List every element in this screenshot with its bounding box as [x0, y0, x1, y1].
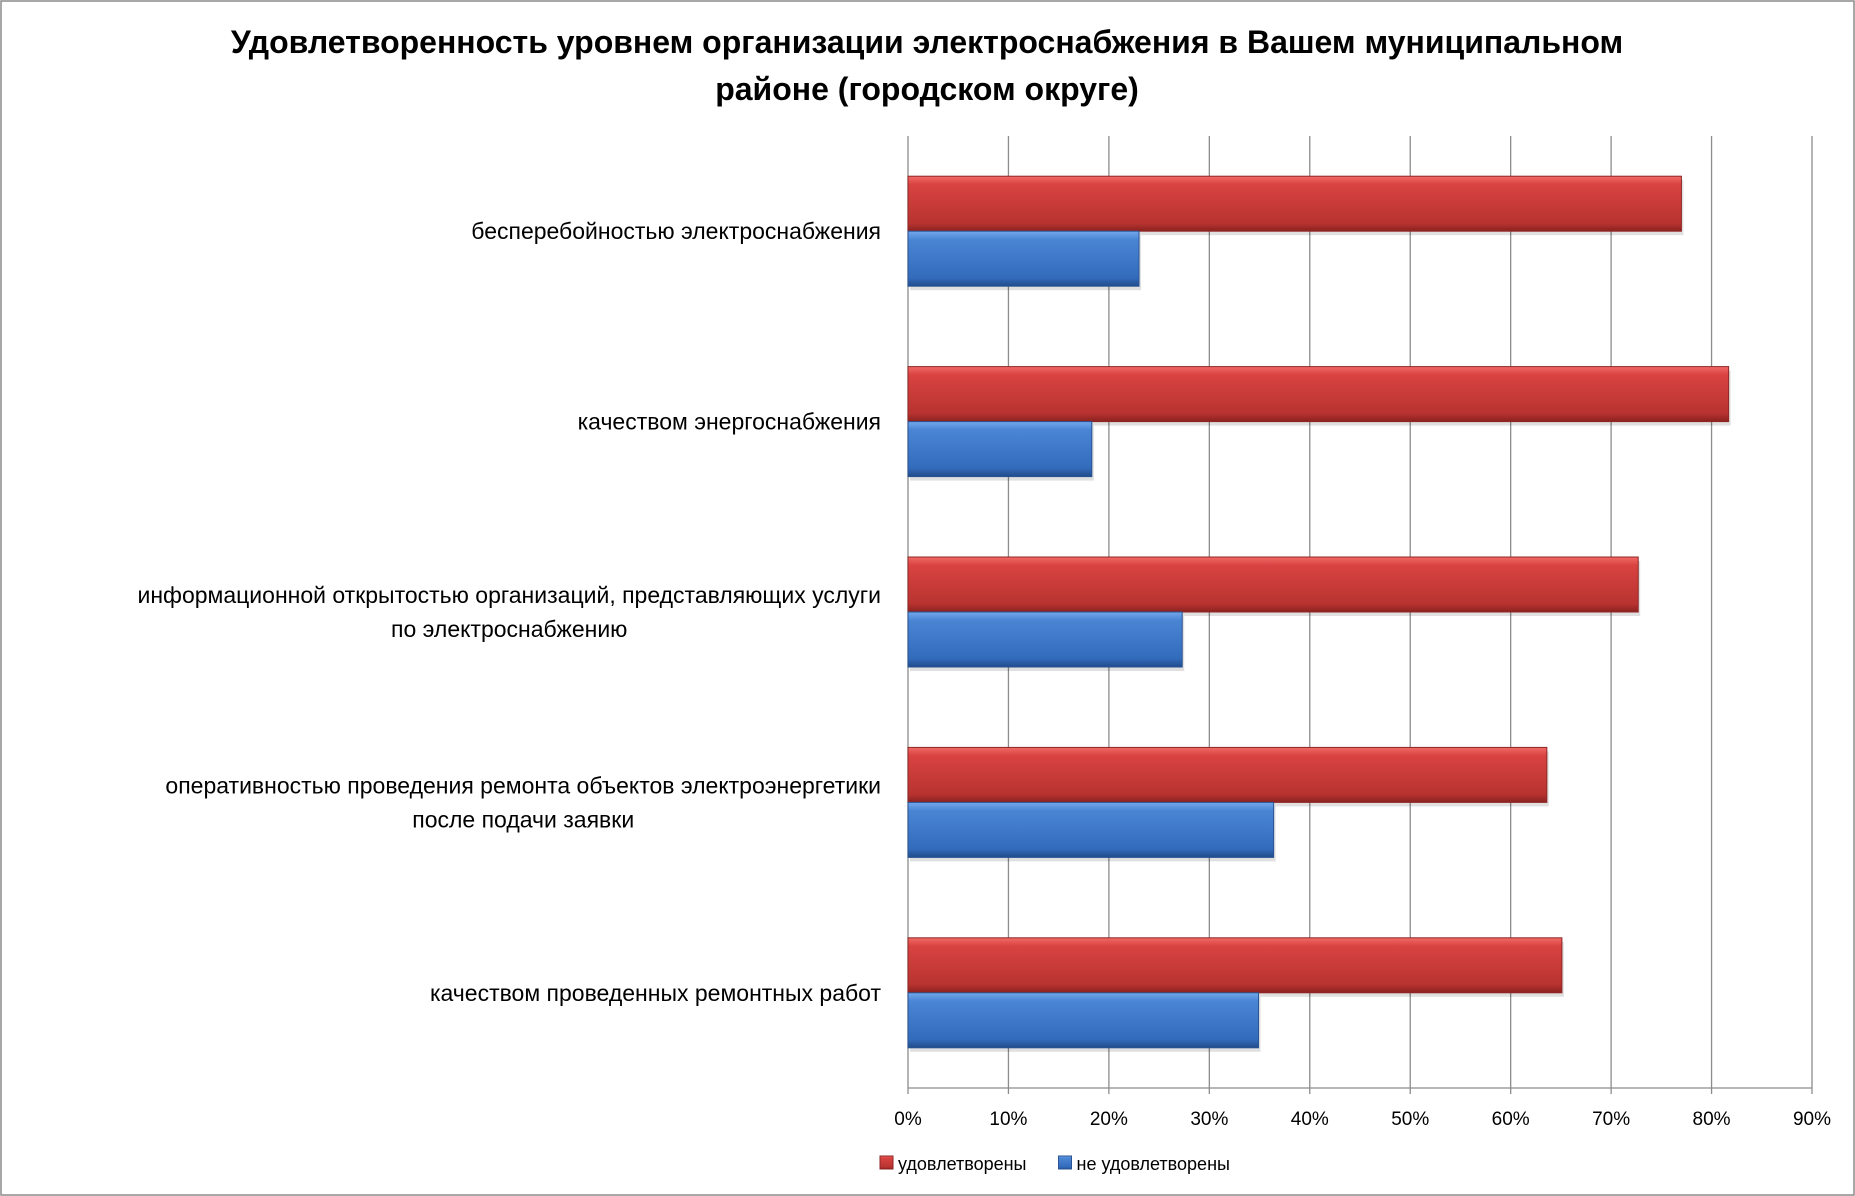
category-label: оперативностью проведения ремонта объект… [165, 772, 881, 798]
legend: удовлетворены не удовлетворены [879, 1154, 1230, 1174]
x-tick-label: 20% [1090, 1109, 1128, 1130]
x-tick-label: 70% [1592, 1109, 1630, 1130]
category-label: информационной открытостью организаций, … [137, 582, 881, 608]
x-tick-label: 50% [1391, 1109, 1429, 1130]
x-tick-label: 80% [1693, 1109, 1731, 1130]
category-label: по электроснабжению [391, 616, 627, 642]
legend-label: не удовлетворены [1077, 1154, 1230, 1174]
bar-satisfied [907, 175, 1682, 232]
chart-title-line-2: районе (городском округе) [715, 71, 1139, 107]
legend-swatch-not-satisfied [1058, 1155, 1072, 1170]
bar-not-satisfied [907, 801, 1275, 858]
x-tick-label: 30% [1190, 1109, 1228, 1130]
category-label: качеством энергоснабжения [578, 409, 881, 435]
bar-satisfied [907, 937, 1563, 994]
bar-not-satisfied [907, 611, 1183, 668]
category-label: качеством проведенных ремонтных работ [430, 980, 882, 1006]
bar-not-satisfied [907, 992, 1260, 1049]
bar-satisfied [907, 556, 1639, 613]
x-tick-label: 90% [1793, 1109, 1831, 1130]
legend-swatch-satisfied [879, 1155, 894, 1170]
bar-satisfied [907, 366, 1730, 423]
bar-satisfied [907, 746, 1548, 803]
x-tick-label: 60% [1492, 1109, 1530, 1130]
category-label: после подачи заявки [412, 806, 634, 832]
x-tick-label: 10% [989, 1109, 1027, 1130]
bar-not-satisfied [907, 230, 1140, 287]
category-label: бесперебойностью электроснабжения [471, 218, 881, 244]
x-tick-label: 40% [1291, 1109, 1329, 1130]
legend-label: удовлетворены [898, 1154, 1027, 1174]
bar-not-satisfied [907, 421, 1093, 478]
chart-title-line-1: Удовлетворенность уровнем организации эл… [231, 24, 1623, 60]
x-tick-label: 0% [894, 1109, 922, 1130]
